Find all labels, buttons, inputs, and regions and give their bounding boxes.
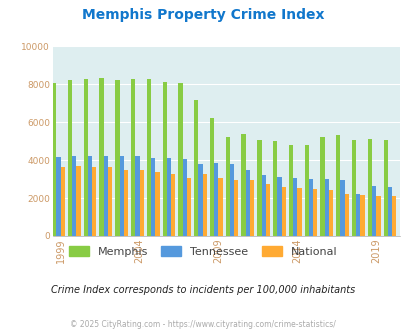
Bar: [83, 80, 88, 236]
Bar: [335, 135, 339, 236]
Bar: [304, 145, 308, 236]
Bar: [124, 170, 128, 236]
Bar: [371, 186, 375, 236]
Bar: [171, 174, 175, 236]
Bar: [312, 189, 317, 236]
Bar: [194, 100, 198, 236]
Bar: [328, 190, 333, 236]
Bar: [166, 158, 171, 236]
Bar: [76, 166, 81, 236]
Bar: [257, 140, 261, 236]
Bar: [355, 194, 360, 236]
Bar: [277, 177, 281, 236]
Bar: [68, 81, 72, 236]
Bar: [360, 195, 364, 236]
Bar: [131, 80, 135, 236]
Bar: [214, 163, 218, 236]
Bar: [308, 179, 312, 236]
Bar: [218, 178, 222, 236]
Bar: [344, 194, 348, 236]
Bar: [147, 80, 151, 236]
Bar: [234, 180, 238, 236]
Legend: Memphis, Tennessee, National: Memphis, Tennessee, National: [65, 243, 340, 260]
Text: © 2025 CityRating.com - https://www.cityrating.com/crime-statistics/: © 2025 CityRating.com - https://www.city…: [70, 320, 335, 329]
Bar: [115, 81, 119, 236]
Bar: [60, 167, 65, 236]
Bar: [72, 156, 76, 236]
Bar: [339, 180, 344, 236]
Bar: [202, 174, 207, 236]
Text: Memphis Property Crime Index: Memphis Property Crime Index: [81, 8, 324, 22]
Bar: [104, 156, 108, 236]
Bar: [288, 145, 292, 236]
Bar: [281, 187, 285, 236]
Bar: [387, 187, 391, 236]
Bar: [273, 141, 277, 236]
Bar: [209, 118, 214, 236]
Bar: [119, 156, 124, 236]
Bar: [135, 156, 139, 236]
Bar: [245, 170, 249, 236]
Bar: [367, 139, 371, 236]
Bar: [88, 156, 92, 236]
Bar: [375, 196, 379, 236]
Bar: [391, 196, 395, 236]
Bar: [162, 82, 166, 236]
Bar: [241, 134, 245, 236]
Bar: [229, 164, 234, 236]
Bar: [292, 178, 296, 236]
Bar: [151, 158, 155, 236]
Bar: [52, 83, 56, 236]
Bar: [178, 83, 182, 236]
Bar: [265, 184, 269, 236]
Bar: [249, 180, 254, 236]
Bar: [92, 167, 96, 236]
Text: Crime Index corresponds to incidents per 100,000 inhabitants: Crime Index corresponds to incidents per…: [51, 285, 354, 295]
Bar: [155, 172, 159, 236]
Bar: [324, 179, 328, 236]
Bar: [99, 78, 104, 236]
Bar: [261, 175, 265, 236]
Bar: [351, 140, 355, 236]
Bar: [56, 157, 60, 236]
Bar: [186, 178, 191, 236]
Bar: [139, 170, 143, 236]
Bar: [320, 137, 324, 236]
Bar: [108, 167, 112, 236]
Bar: [296, 187, 301, 236]
Bar: [198, 164, 202, 236]
Bar: [182, 159, 186, 236]
Bar: [225, 137, 229, 236]
Bar: [383, 140, 387, 236]
